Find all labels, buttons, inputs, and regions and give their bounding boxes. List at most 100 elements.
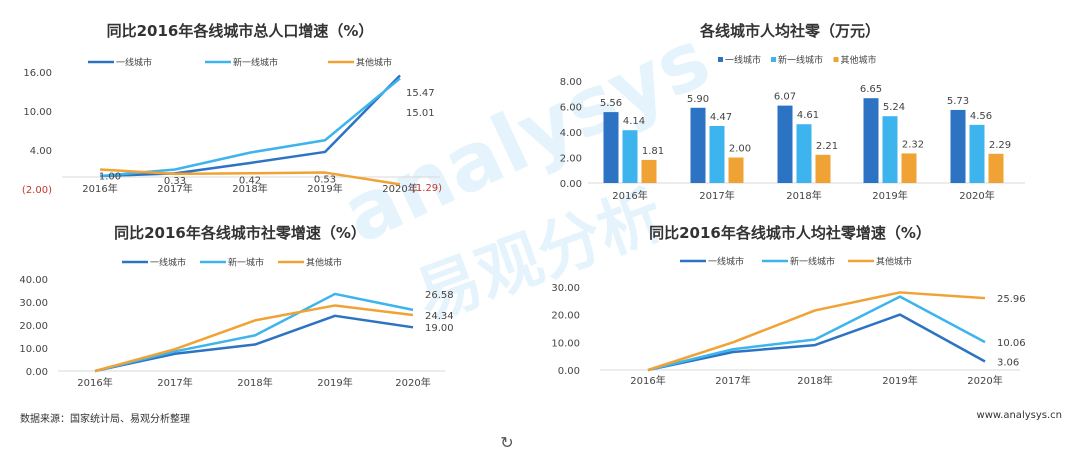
chart2-bar-2 [815,154,831,183]
chart3-x-tick-label: 2020年 [395,376,430,389]
chart2-legend-label: 其他城市 [841,54,877,66]
chart2-bar-0 [603,112,619,183]
chart4-y-tick-label: 20.00 [551,311,580,322]
chart4-x-tick-label: 2017年 [715,374,750,387]
chart1-data-label: (1.29) [412,183,442,194]
chart2-data-label: 5.73 [947,96,969,107]
chart2-y-tick-label: 8.00 [560,77,582,88]
chart3-x-tick-label: 2017年 [157,376,192,389]
chart3-series-line-2 [94,304,414,373]
chart1-data-label: 0.42 [239,175,261,186]
chart1-data-label: 0.53 [314,175,336,186]
chart3-title: 同比2016年各线城市社零增速（%） [114,224,366,242]
chart2-data-label: 4.61 [797,110,819,121]
chart2-data-label: 4.56 [970,111,992,122]
chart4-series-line-0 [647,313,986,372]
chart2-y-tick-label: 2.00 [560,154,582,165]
chart2-data-label: 6.07 [774,92,796,103]
chart4-legend-label: 新一线城市 [790,256,835,268]
chart3-x-tick-label: 2016年 [77,376,112,389]
chart2-bar-0 [777,105,793,183]
chart2-bar-0 [950,109,966,183]
chart2-data-label: 2.21 [816,141,838,152]
chart3-data-label: 24.34 [425,311,454,322]
chart2-bar-1 [882,116,898,183]
chart3-y-tick-label: 20.00 [19,321,48,332]
refresh-icon[interactable]: ↻ [500,433,514,452]
chart3-data-label: 19.00 [425,323,454,334]
chart4-data-label: 3.06 [997,358,1019,369]
chart4-series-line-2 [647,291,986,372]
chart3-x-tick-label: 2019年 [317,376,352,389]
chart2-data-label: 2.32 [902,139,924,150]
chart1-legend-label: 新一线城市 [233,57,278,69]
chart4-legend-label: 其他城市 [876,256,912,268]
chart1-series-line-0 [99,74,401,178]
chart3-y-tick-label: 10.00 [19,344,48,355]
chart3-legend-label: 一线城市 [150,257,186,269]
chart2-y-tick-label: 4.00 [560,128,582,139]
chart3-legend-label: 其他城市 [306,257,342,269]
chart2-legend-swatch [718,57,723,62]
chart2-data-label: 2.29 [989,140,1011,151]
chart2-legend-swatch [771,57,776,62]
chart2-bar-1 [796,124,812,183]
chart2-bar-0 [690,107,706,183]
chart2-data-label: 5.24 [883,102,905,113]
chart4-x-tick-label: 2016年 [630,374,665,387]
chart1-series-line-2 [99,168,401,186]
chart3-x-tick-label: 2018年 [237,376,272,389]
chart2-x-tick-label: 2017年 [699,189,734,202]
chart1-data-label: 0.33 [164,176,186,187]
chart2-data-label: 4.47 [710,112,732,123]
chart2-data-label: 6.65 [860,84,882,95]
chart1-data-label: 15.47 [406,88,435,99]
chart2-bar-0 [863,98,879,183]
chart4-x-tick-label: 2020年 [967,374,1002,387]
chart2-data-label: 2.00 [729,144,751,155]
chart1-y-tick-label: (2.00) [22,185,52,196]
chart4-x-tick-label: 2018年 [797,374,832,387]
chart2-bar-1 [709,126,725,183]
chart4-y-tick-label: 30.00 [551,283,580,294]
chart1-x-tick-label: 2016年 [82,182,117,195]
chart1-legend-label: 一线城市 [116,57,152,69]
chart4-data-label: 10.06 [997,338,1026,349]
chart1-y-tick-label: 16.00 [23,68,52,79]
chart2-data-label: 5.56 [600,98,622,109]
chart3-legend-label: 新一城市 [228,257,264,269]
chart4-series-line-1 [647,295,986,372]
chart3-series-line-1 [94,292,414,373]
data-source: 数据来源：国家统计局、易观分析整理 [20,414,190,425]
chart2-legend-label: 一线城市 [725,54,761,66]
chart1-x-tick-label: 2020年 [382,182,417,195]
chart3-series-line-0 [94,314,414,373]
chart1-y-tick-label: 10.00 [23,107,52,118]
chart2-legend-label: 新一线城市 [778,54,823,66]
chart1-data-label: 15.01 [406,108,435,119]
chart3-y-tick-label: 30.00 [19,298,48,309]
chart2-bar-1 [969,124,985,183]
chart2-data-label: 4.14 [623,116,645,127]
chart1-x-tick-label: 2018年 [232,182,267,195]
chart1-legend-label: 其他城市 [356,57,392,69]
chart4-y-tick-label: 10.00 [551,338,580,349]
chart4-legend-label: 一线城市 [708,256,744,268]
chart4-y-tick-label: 0.00 [558,366,580,377]
chart2-x-tick-label: 2016年 [612,189,647,202]
chart2-bar-2 [988,153,1004,183]
chart1-x-tick-label: 2019年 [307,182,342,195]
chart1-x-tick-label: 2017年 [157,182,192,195]
chart2-bar-2 [641,159,657,183]
chart3-y-tick-label: 40.00 [19,275,48,286]
chart2-legend-swatch [833,57,839,62]
chart1-series-line-1 [99,77,401,178]
chart2-title: 各线城市人均社零（万元） [699,22,881,40]
chart2-bar-2 [728,157,744,183]
chart1-y-tick-label: 4.00 [30,146,52,157]
chart2-bar-2 [901,153,917,183]
chart4-data-label: 25.96 [997,294,1026,305]
chart1-title: 同比2016年各线城市总人口增速（%） [106,22,374,40]
chart3-data-label: 26.58 [425,290,454,301]
